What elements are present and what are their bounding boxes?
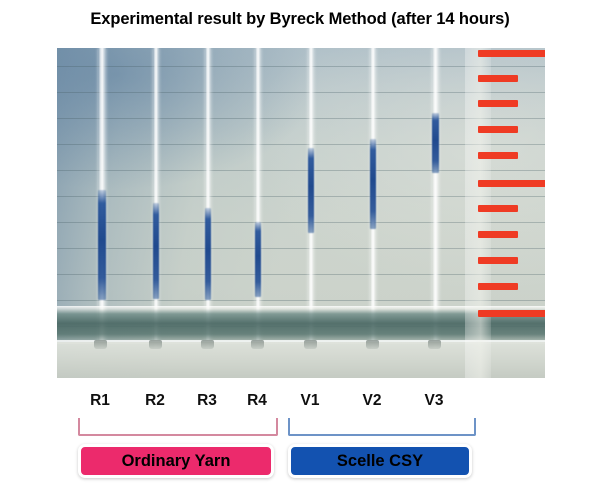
- clamp-foot-r3: [201, 340, 214, 349]
- ruler-tick-major: [478, 180, 545, 187]
- ruler-tick-major: [478, 50, 545, 57]
- ruler-tick-minor: [478, 283, 518, 290]
- photo-gridline: [57, 300, 545, 301]
- photo-gridline: [57, 222, 545, 223]
- sample-label-v3: V3: [424, 392, 444, 409]
- red-measurement-ruler: [465, 48, 545, 378]
- yarn-strand-r3: [205, 48, 211, 348]
- photo-gridline: [57, 274, 545, 275]
- yarn-strand-r2: [153, 48, 159, 348]
- dye-front-r4: [255, 222, 261, 297]
- page-title: Experimental result by Byreck Method (af…: [90, 10, 510, 28]
- group-legend-scelle: Scelle CSY: [288, 444, 472, 478]
- photo-gridline: [57, 170, 545, 171]
- sample-label-r2: R2: [145, 392, 165, 409]
- dye-front-r1: [98, 190, 106, 300]
- ruler-tick-minor: [478, 100, 518, 107]
- sample-label-v1: V1: [300, 392, 320, 409]
- group-bracket-scelle: [288, 418, 476, 436]
- ruler-tick-major: [478, 310, 545, 317]
- ruler-tick-minor: [478, 126, 518, 133]
- ruler-tick-minor: [478, 231, 518, 238]
- clamp-foot-v2: [366, 340, 379, 349]
- ruler-tick-minor: [478, 257, 518, 264]
- photo-gridline: [57, 92, 545, 93]
- clamp-foot-v1: [304, 340, 317, 349]
- sample-label-r4: R4: [247, 392, 267, 409]
- dye-front-r3: [205, 208, 211, 300]
- clamp-foot-v3: [428, 340, 441, 349]
- yarn-strand-v3: [432, 48, 439, 348]
- photo-gridline: [57, 118, 545, 119]
- group-bracket-ordinary: [78, 418, 278, 436]
- yarn-strand-r4: [255, 48, 261, 348]
- photo-gridline: [57, 248, 545, 249]
- dye-reservoir-band: [57, 306, 545, 342]
- photo-gridline: [57, 196, 545, 197]
- group-legend-ordinary: Ordinary Yarn: [78, 444, 274, 478]
- ruler-strip: [465, 48, 491, 378]
- dye-front-r2: [153, 203, 159, 299]
- shelf-surface: [57, 342, 545, 378]
- sample-label-r1: R1: [90, 392, 110, 409]
- clamp-foot-r1: [94, 340, 107, 349]
- dye-front-v3: [432, 113, 439, 173]
- ruler-tick-minor: [478, 205, 518, 212]
- photo-gridline: [57, 144, 545, 145]
- ruler-tick-minor: [478, 152, 518, 159]
- sample-label-r3: R3: [197, 392, 217, 409]
- ruler-tick-minor: [478, 75, 518, 82]
- dye-front-v1: [308, 148, 314, 233]
- sample-label-v2: V2: [362, 392, 382, 409]
- sample-label-row: R1 R2 R3 R4 V1 V2 V3: [0, 392, 600, 414]
- clamp-foot-r4: [251, 340, 264, 349]
- dye-front-v2: [370, 139, 376, 229]
- photo-gridline: [57, 66, 545, 67]
- experiment-photograph: [57, 48, 545, 378]
- clamp-foot-r2: [149, 340, 162, 349]
